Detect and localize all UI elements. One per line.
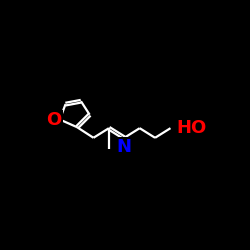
- Text: N: N: [117, 138, 132, 156]
- Text: O: O: [46, 110, 62, 128]
- Text: HO: HO: [176, 119, 206, 137]
